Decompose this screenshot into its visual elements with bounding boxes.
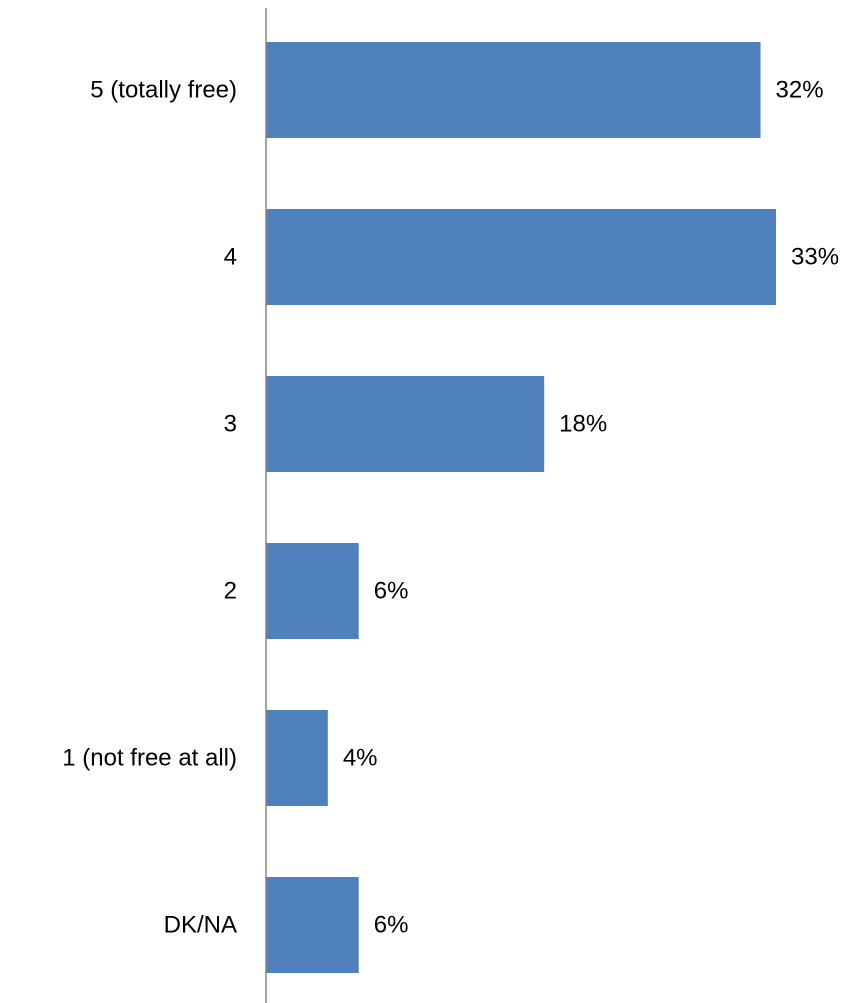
bar bbox=[266, 710, 328, 806]
category-label: DK/NA bbox=[164, 912, 237, 939]
category-label: 1 (not free at all) bbox=[62, 745, 237, 772]
bar bbox=[266, 543, 359, 639]
category-labels-group: 5 (totally free) 4 3 2 1 (not free at all) DK… bbox=[62, 77, 237, 939]
bars-group bbox=[266, 42, 776, 973]
category-label: 4 bbox=[224, 244, 237, 271]
value-label: 18% bbox=[559, 411, 607, 438]
category-label: 3 bbox=[224, 411, 237, 438]
value-labels-group: 32% 33% 18% 6% 4% 6% bbox=[343, 77, 839, 939]
category-label: 2 bbox=[224, 578, 237, 605]
bar bbox=[266, 877, 359, 973]
value-label: 33% bbox=[791, 244, 839, 271]
value-label: 4% bbox=[343, 745, 378, 772]
category-label: 5 (totally free) bbox=[90, 77, 237, 104]
bar bbox=[266, 209, 776, 305]
value-label: 32% bbox=[776, 77, 824, 104]
value-label: 6% bbox=[374, 912, 409, 939]
value-label: 6% bbox=[374, 578, 409, 605]
bar bbox=[266, 42, 761, 138]
bar bbox=[266, 376, 545, 472]
